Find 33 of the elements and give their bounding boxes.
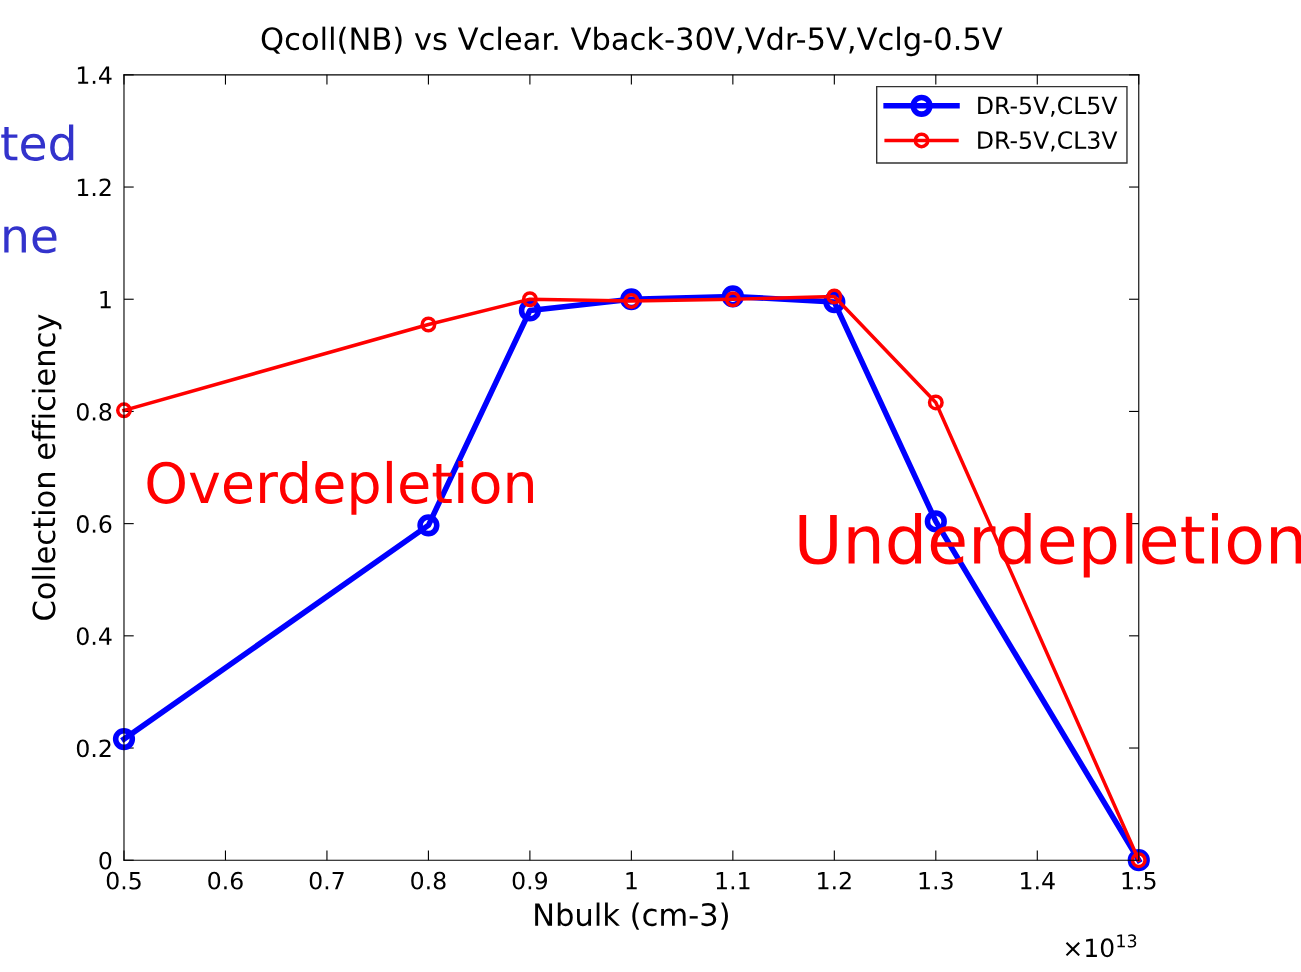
- y-tick-label: 0.2: [76, 739, 111, 758]
- x-tick-label: 0.9: [512, 871, 548, 890]
- point: [417, 514, 440, 537]
- x-tick-label: 0.8: [411, 871, 446, 890]
- y-tick-label: 1: [100, 290, 111, 309]
- x-tick-label: 1.4: [1021, 872, 1055, 890]
- y-tick-label: 0.8: [76, 402, 112, 421]
- x-tick-label: 0.7: [309, 871, 344, 890]
- x-tick-label: 1: [626, 872, 637, 890]
- y-tick-label: 1.2: [77, 178, 111, 197]
- point: [112, 727, 136, 751]
- point: [420, 316, 437, 333]
- x-tick-label: 1.2: [818, 871, 851, 890]
- x-tick-label: 0.6: [208, 871, 243, 890]
- x-axis-title: Nbulk (cm-3): [535, 902, 728, 930]
- y-tick-label: 0.6: [76, 515, 112, 533]
- y-tick-label: 1.4: [77, 66, 112, 84]
- point: [116, 402, 132, 419]
- text: ne: [4, 226, 57, 254]
- y-tick-label: 0: [99, 851, 112, 870]
- point: [521, 291, 538, 308]
- x-tick-label: 1.5: [1122, 872, 1156, 890]
- x-tick-label: 0.5: [106, 871, 141, 890]
- y-tick-label: 0.4: [76, 627, 112, 646]
- x-tick-label: 1.1: [716, 872, 750, 890]
- legend-label: DR-5V,CL5V: [978, 96, 1118, 117]
- x-tick-label: 1.3: [919, 871, 953, 890]
- chart-title: Qcoll(NB) vs Vclear. Vback-30V,Vdr-5V,Vclg-0.5V: [261, 26, 1003, 57]
- text: ×10$^{13}$: [1065, 934, 1137, 958]
- y-axis-title: Collection efficiency: [31, 314, 62, 620]
- point: [927, 394, 944, 411]
- text: ted: [1, 124, 74, 161]
- legend-label: DR-5V,CL3V: [978, 131, 1118, 152]
